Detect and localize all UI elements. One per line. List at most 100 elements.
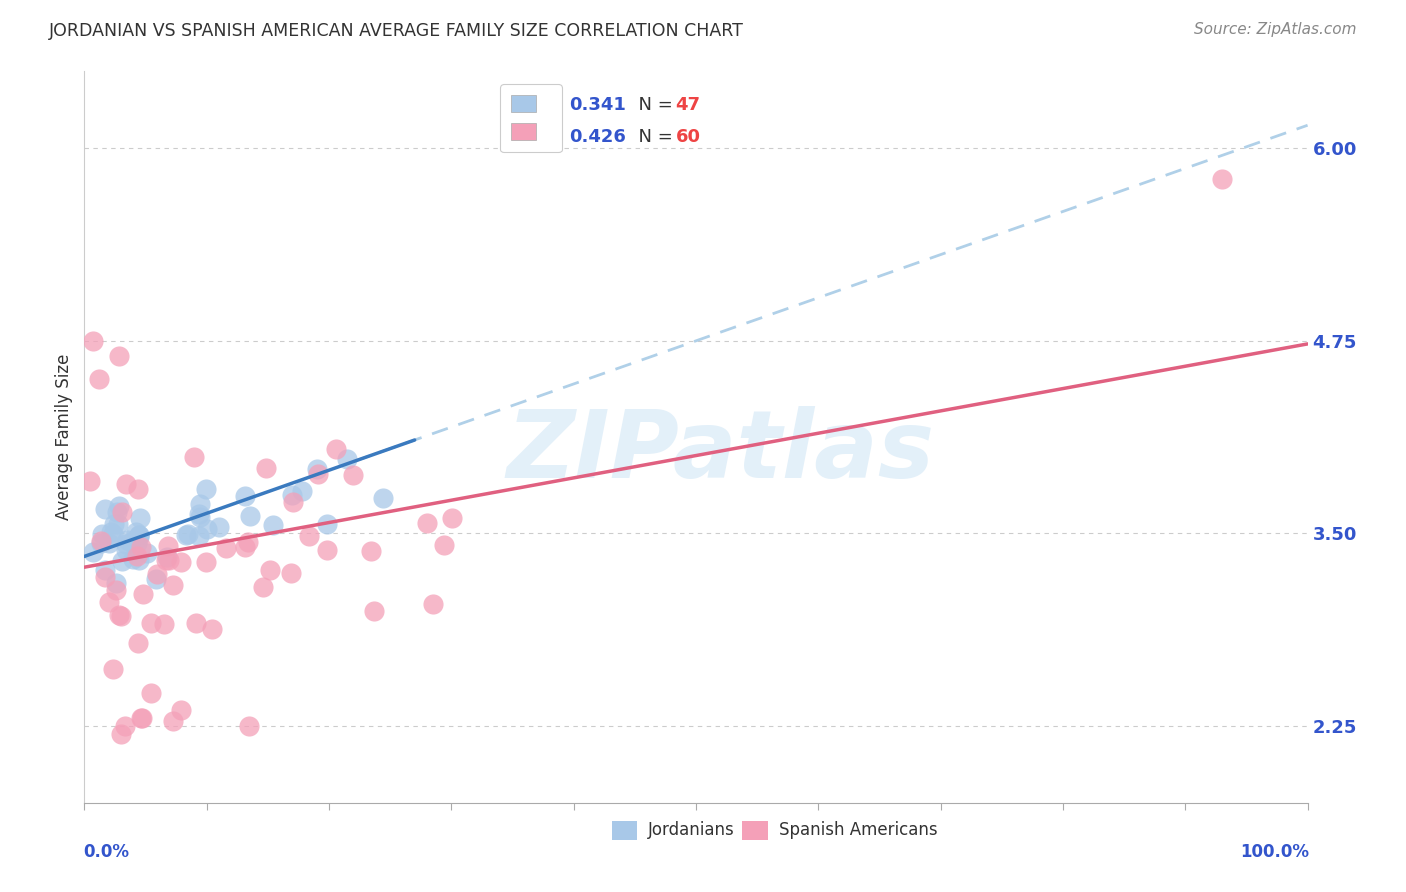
Point [238,719,260,733]
Point [107,517,129,532]
Point [145,572,167,586]
Point [183,450,205,464]
Point [336,451,359,466]
Text: JORDANIAN VS SPANISH AMERICAN AVERAGE FAMILY SIZE CORRELATION CHART: JORDANIAN VS SPANISH AMERICAN AVERAGE FA… [49,22,744,40]
Point [115,533,138,548]
Text: Jordanians: Jordanians [648,822,735,839]
Point [291,484,314,499]
Point [127,482,149,496]
Point [90,526,112,541]
Point [259,563,281,577]
Point [103,516,125,531]
Point [132,587,155,601]
Point [114,536,136,550]
Point [107,608,129,623]
Point [188,497,211,511]
Point [195,482,218,496]
Point [121,551,143,566]
Point [305,462,328,476]
Point [114,543,136,558]
Point [82,544,104,558]
Text: R =: R = [523,96,561,114]
Point [184,616,207,631]
Point [127,636,149,650]
Text: 0.0%: 0.0% [83,843,129,861]
Point [280,566,302,580]
Text: Spanish Americans: Spanish Americans [779,822,938,839]
Point [90,536,112,550]
Point [360,544,382,558]
Point [252,580,274,594]
Point [342,468,364,483]
Point [281,495,304,509]
Point [101,527,124,541]
Point [136,546,159,560]
Legend: , : , [501,84,561,153]
Point [128,528,150,542]
Point [239,508,262,523]
Point [105,575,128,590]
Text: R =: R = [523,128,561,146]
Point [371,491,394,505]
Point [120,534,142,549]
Point [128,553,150,567]
Text: ZIPatlas: ZIPatlas [506,406,935,498]
Point [105,582,128,597]
Point [157,553,180,567]
Point [177,527,200,541]
Text: 100.0%: 100.0% [1240,843,1309,861]
Point [111,505,134,519]
Point [115,477,138,491]
Point [87,372,110,386]
Point [110,608,132,623]
Point [108,349,131,363]
Text: 60: 60 [675,128,700,146]
Point [298,529,321,543]
Text: 47: 47 [675,96,700,114]
Point [195,522,218,536]
Text: Source: ZipAtlas.com: Source: ZipAtlas.com [1194,22,1357,37]
Point [114,719,136,733]
Point [307,467,329,481]
Point [176,528,198,542]
Point [156,539,179,553]
Point [129,540,152,554]
Point [254,461,277,475]
Point [131,711,153,725]
Point [188,507,211,521]
Point [155,553,177,567]
Point [262,517,284,532]
Point [215,541,238,555]
Point [100,525,122,540]
Point [194,555,217,569]
Point [141,615,163,630]
Point [201,622,224,636]
Point [90,533,112,548]
Point [111,554,134,568]
Point [125,549,148,563]
Point [110,726,132,740]
Point [125,536,148,550]
Point [233,489,256,503]
Point [97,595,120,609]
Point [97,536,120,550]
Point [82,334,104,348]
Text: N =: N = [627,128,678,146]
Point [315,543,337,558]
Text: N =: N = [627,96,678,114]
Point [325,442,347,456]
Point [156,550,179,565]
Point [233,541,256,555]
Text: 0.426: 0.426 [569,128,626,146]
Point [363,604,385,618]
Point [105,505,128,519]
Point [128,528,150,542]
Point [128,510,150,524]
Point [433,538,456,552]
Point [441,511,464,525]
Point [139,686,162,700]
Point [125,524,148,539]
Point [170,703,193,717]
Point [94,570,117,584]
Point [129,711,152,725]
